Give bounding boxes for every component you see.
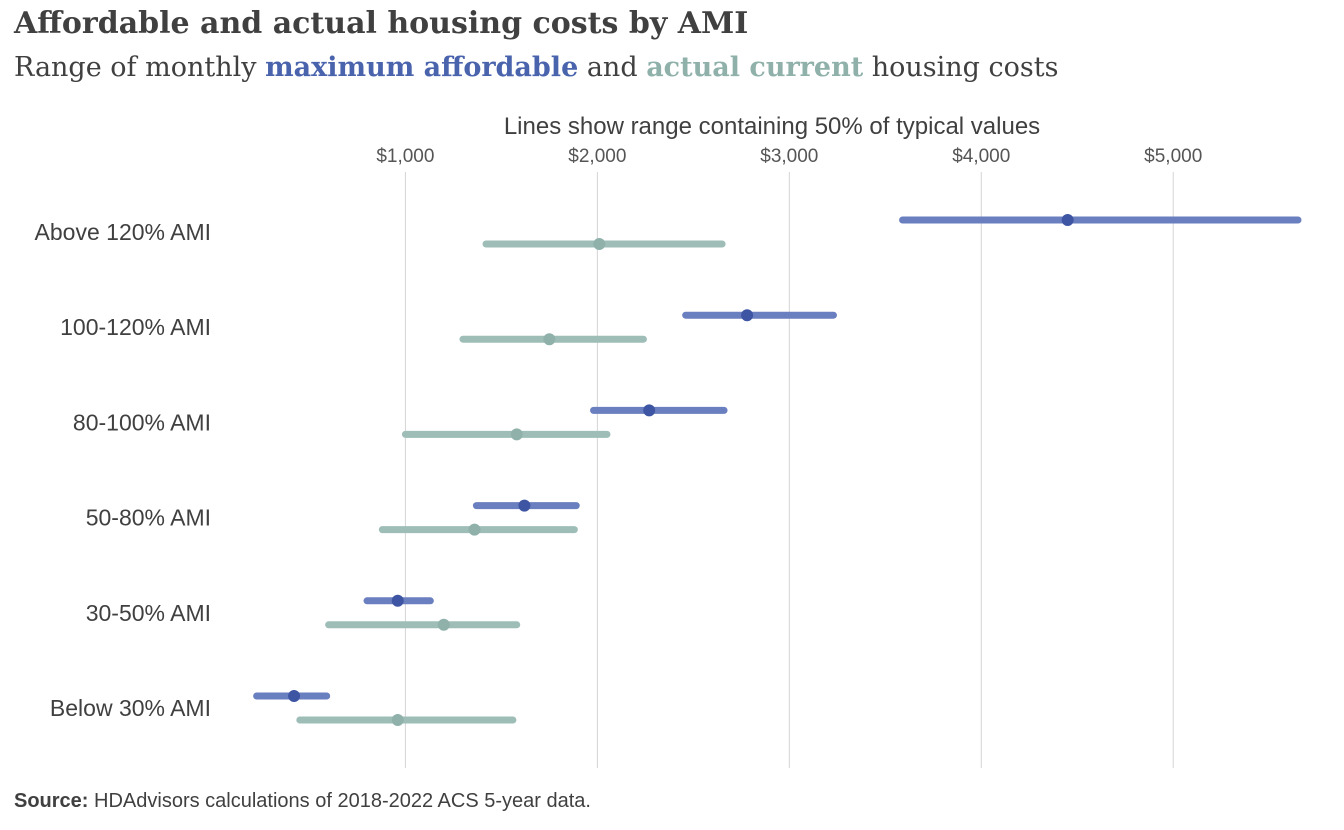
median-dot — [741, 309, 754, 322]
subtitle-affordable-highlight: maximum affordable — [265, 52, 579, 83]
category-label: Below 30% AMI — [50, 695, 211, 721]
category-labels: Above 120% AMI 100-120% AMI 80-100% AMI 50-… — [35, 219, 211, 721]
median-dot — [437, 618, 450, 631]
median-dot — [468, 523, 481, 536]
median-dot — [593, 238, 606, 250]
chart-title: Affordable and actual housing costs by A… — [14, 6, 749, 41]
subtitle-prefix: Range of monthly — [14, 52, 266, 83]
median-dot — [510, 428, 523, 441]
category-label: 80-100% AMI — [73, 409, 211, 435]
x-tick-label: $1,000 — [376, 146, 434, 167]
source-label: Source: — [14, 790, 89, 812]
median-dot — [288, 690, 301, 702]
median-dot — [391, 714, 404, 726]
source-text: HDAdvisors calculations of 2018-2022 ACS… — [88, 790, 591, 812]
category-label: 30-50% AMI — [86, 600, 211, 626]
median-dot — [543, 333, 556, 346]
category-label: 100-120% AMI — [60, 314, 211, 340]
subtitle-suffix: housing costs — [863, 52, 1059, 83]
x-axis-title: Lines show range containing 50% of typic… — [503, 113, 1041, 140]
x-tick-label: $2,000 — [568, 146, 626, 167]
x-tick-label: $5,000 — [1144, 146, 1202, 167]
gridlines — [404, 172, 1174, 768]
median-dot — [1061, 214, 1074, 226]
subtitle-connector: and — [578, 52, 647, 83]
source-note: Source: HDAdvisors calculations of 2018-… — [14, 790, 591, 813]
range-bars — [253, 214, 1302, 726]
x-tick-label: $4,000 — [952, 146, 1010, 167]
category-label: 50-80% AMI — [86, 505, 211, 531]
median-dot — [643, 404, 656, 417]
x-tick-label: $3,000 — [760, 146, 818, 167]
chart-subtitle: Range of monthly maximum affordable and … — [14, 52, 1059, 83]
median-dot — [518, 499, 531, 512]
median-dot — [391, 594, 404, 607]
category-label: Above 120% AMI — [35, 219, 211, 245]
x-axis-ticks: $1,000 $2,000 $3,000 $4,000 $5,000 — [376, 146, 1202, 167]
subtitle-actual-highlight: actual current — [646, 52, 864, 83]
